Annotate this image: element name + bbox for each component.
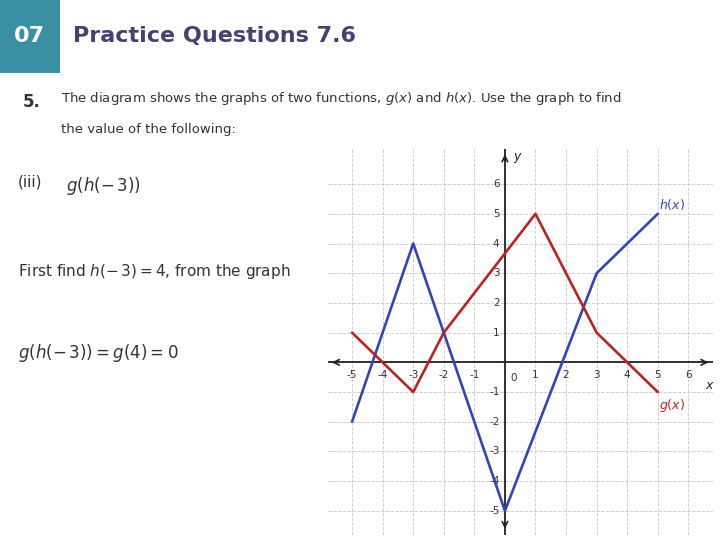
Text: (iii): (iii): [18, 175, 42, 190]
Text: 6: 6: [685, 370, 692, 380]
Text: -2: -2: [438, 370, 449, 380]
Text: 3: 3: [593, 370, 600, 380]
Text: $g(h(-\,3)) = g(4) = 0$: $g(h(-\,3)) = g(4) = 0$: [18, 342, 179, 363]
Text: -1: -1: [469, 370, 480, 380]
Text: the value of the following:: the value of the following:: [61, 124, 236, 137]
Text: 2: 2: [563, 370, 570, 380]
Text: 07: 07: [14, 26, 45, 46]
Text: 6: 6: [492, 179, 500, 189]
Text: The diagram shows the graphs of two functions, $g(x)$ and $h(x)$. Use the graph : The diagram shows the graphs of two func…: [61, 90, 622, 107]
Text: -2: -2: [489, 417, 500, 427]
Text: 5.: 5.: [23, 92, 41, 111]
Text: 0: 0: [510, 373, 517, 383]
Text: -3: -3: [489, 447, 500, 456]
Text: -5: -5: [489, 506, 500, 516]
Text: First find $h(-\,3) = 4$, from the graph: First find $h(-\,3) = 4$, from the graph: [18, 262, 290, 281]
Text: 3: 3: [492, 268, 500, 278]
Text: -3: -3: [408, 370, 418, 380]
Text: $h(x)$: $h(x)$: [660, 198, 685, 212]
Text: 4: 4: [624, 370, 631, 380]
Bar: [0, 0, 60, 73]
Text: -5: -5: [347, 370, 357, 380]
Text: $g(h(-\,3))$: $g(h(-\,3))$: [66, 175, 140, 197]
Text: -4: -4: [377, 370, 388, 380]
Text: $g(x)$: $g(x)$: [660, 397, 685, 414]
Text: 1: 1: [492, 328, 500, 338]
Text: -4: -4: [489, 476, 500, 486]
Text: 1: 1: [532, 370, 539, 380]
Text: $y$: $y$: [513, 151, 523, 165]
Text: $x$: $x$: [705, 379, 715, 392]
Text: -1: -1: [489, 387, 500, 397]
Text: 2: 2: [492, 298, 500, 308]
Text: 5: 5: [654, 370, 661, 380]
Text: 5: 5: [492, 209, 500, 219]
Text: Practice Questions 7.6: Practice Questions 7.6: [73, 26, 356, 46]
Text: 4: 4: [492, 239, 500, 248]
